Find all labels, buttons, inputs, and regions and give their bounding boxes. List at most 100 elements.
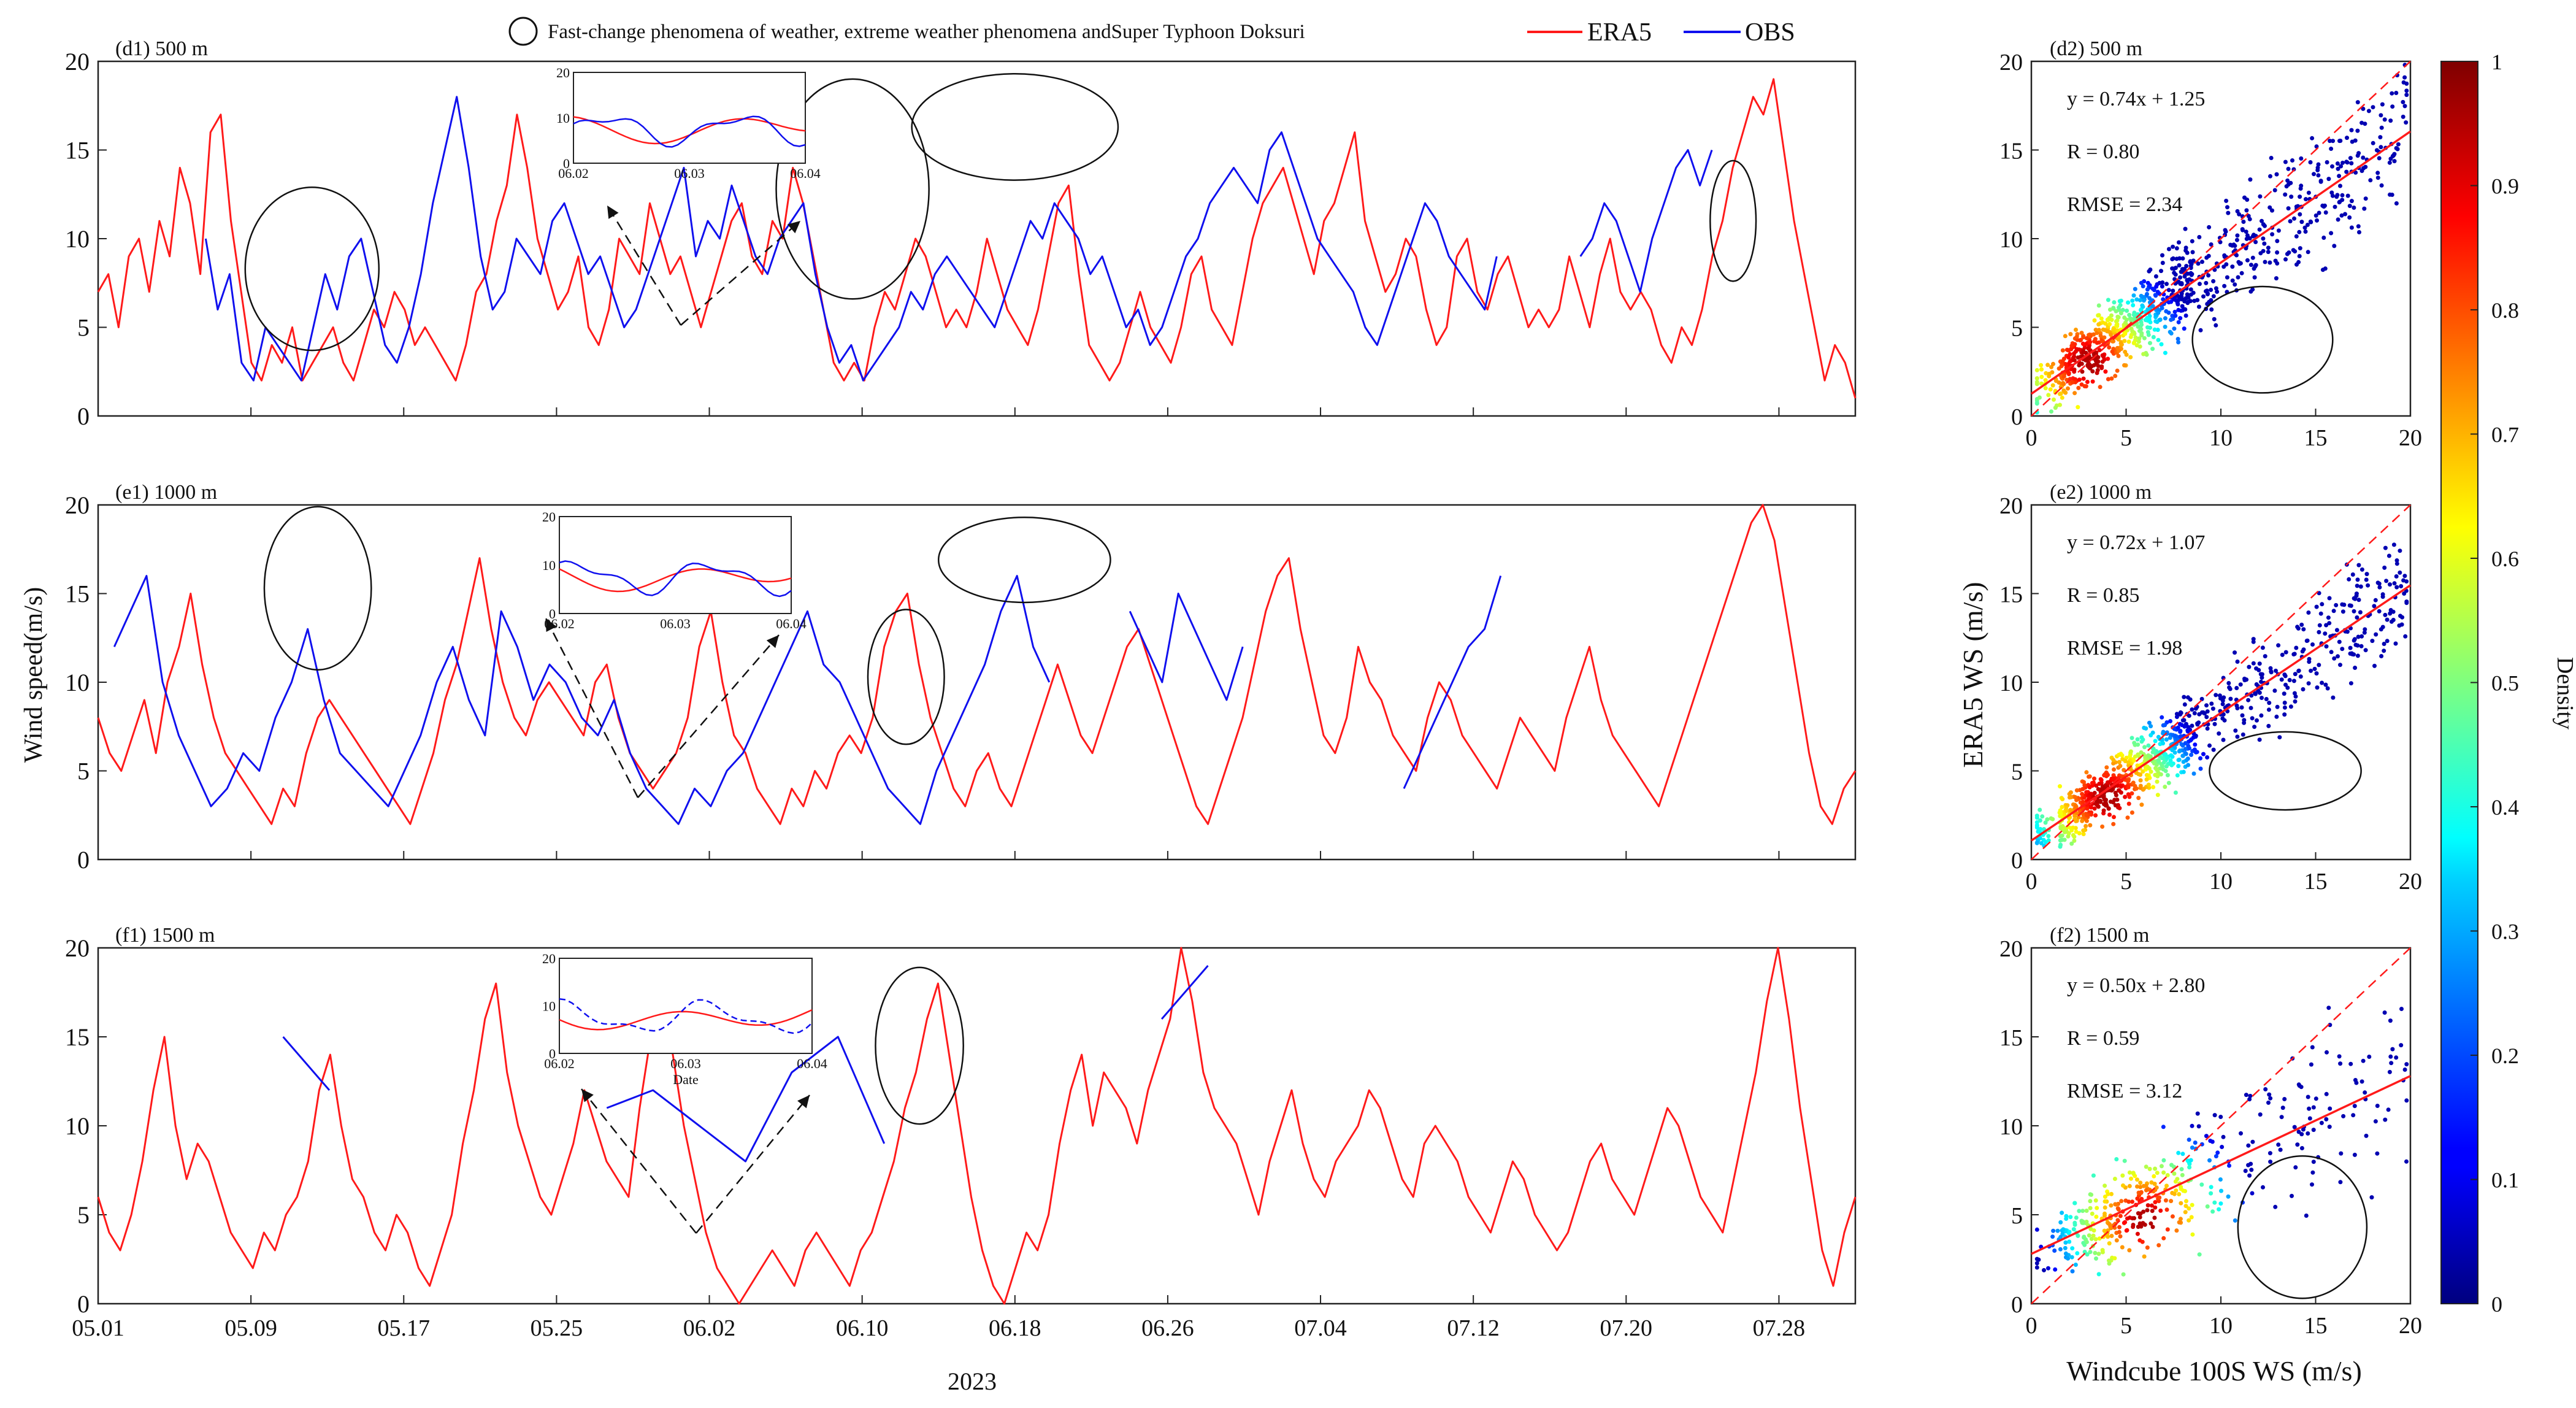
inset-x-tick-label: 06.04 (790, 166, 821, 181)
scatter-point (2394, 1055, 2399, 1060)
scatter-point (2052, 397, 2056, 402)
scatter-point (2131, 1171, 2136, 1175)
scatter-point (2106, 377, 2110, 382)
scatter-point (2276, 643, 2281, 648)
scatter-point (2060, 837, 2064, 842)
scatter-point (2268, 1160, 2273, 1164)
y-tick-label: 5 (2011, 316, 2023, 342)
scatter-point (2222, 283, 2227, 288)
scatter-point (2112, 300, 2117, 305)
scatter-point (2086, 346, 2091, 351)
scatter-point (2204, 1134, 2209, 1139)
scatter-point (2144, 1164, 2149, 1169)
scatter-point (2095, 1206, 2099, 1210)
x-tick-label: 06.10 (836, 1315, 889, 1341)
scatter-point (2088, 791, 2093, 796)
scatter-point (2278, 1147, 2283, 1152)
scatter-panel-f2: (f2) 1500 m 0 5 10 15 20 0 5 10 15 20 y = 0.50x + 2… (1999, 924, 2422, 1339)
scatter-point (2377, 156, 2382, 161)
scatter-point (2282, 1097, 2287, 1101)
scatter-point (2301, 627, 2306, 632)
scatter-point (2275, 704, 2280, 709)
scatter-point (2144, 772, 2149, 777)
scatter-point (2123, 1220, 2128, 1225)
scatter-point (2169, 317, 2174, 322)
scatter-point (2045, 817, 2050, 822)
scatter-point (2340, 647, 2345, 652)
scatter-point (2348, 651, 2353, 656)
scatter-point (2156, 758, 2161, 763)
panel-title: (d2) 500 m (2050, 37, 2142, 60)
scatter-point (2168, 329, 2172, 334)
scatter-point (2146, 766, 2151, 771)
scatter-point (2211, 279, 2216, 283)
scatter-point (2218, 1177, 2223, 1182)
scatter-point (2173, 272, 2178, 277)
y-tick-label: 10 (65, 1112, 90, 1140)
scatter-point (2178, 734, 2182, 739)
scatter-point (2399, 1007, 2404, 1011)
scatter-point (2093, 1237, 2098, 1242)
scatter-point (2159, 269, 2163, 274)
scatter-point (2212, 1113, 2217, 1118)
scatter-point (2233, 650, 2237, 655)
scatter-point (2072, 367, 2077, 372)
rmse-value: RMSE = 3.12 (2067, 1080, 2182, 1102)
scatter-point (2256, 667, 2261, 672)
correlation-value: R = 0.85 (2067, 584, 2139, 607)
scatter-point (2074, 349, 2078, 354)
panel-title: (f1) 1500 m (115, 924, 215, 947)
scatter-point (2404, 88, 2409, 93)
scatter-point (2247, 664, 2252, 669)
scatter-point (2345, 136, 2349, 140)
scatter-point (2190, 250, 2195, 255)
y-tick-label: 10 (1999, 1114, 2023, 1140)
inset-frame (573, 72, 806, 164)
scatter-point (2109, 1191, 2114, 1196)
scatter-point (2326, 615, 2331, 620)
scatter-point (2117, 348, 2122, 353)
scatter-point (2313, 1096, 2318, 1101)
scatter-point (2068, 1215, 2073, 1220)
scatter-point (2074, 829, 2079, 834)
scatter-point (2205, 726, 2210, 731)
scatter-point (2096, 1252, 2101, 1256)
scatter-point (2260, 696, 2264, 700)
scatter-point (2187, 1137, 2191, 1142)
inset-y-tick-label: 0 (549, 606, 556, 621)
scatter-point (2102, 1228, 2107, 1233)
scatter-point (2187, 1206, 2191, 1211)
y-tick-label: 5 (2011, 760, 2023, 785)
rmse-value: RMSE = 2.34 (2067, 193, 2182, 216)
scatter-point (2358, 610, 2363, 615)
scatter-point (2260, 218, 2264, 223)
scatter-point (2131, 758, 2136, 763)
scatter-point (2078, 338, 2082, 343)
scatter-point (2380, 102, 2385, 107)
scatter-point (2095, 371, 2099, 375)
scatter-point (2247, 236, 2252, 240)
scatter-point (2080, 1209, 2085, 1214)
scatter-point (2039, 363, 2044, 367)
scatter-point (2164, 309, 2169, 314)
scatter-point (2363, 1090, 2367, 1095)
scatter-point (2290, 158, 2294, 163)
scatter-point (2266, 723, 2271, 728)
scatter-point (2138, 783, 2143, 788)
scatter-point (2293, 672, 2298, 677)
scatter-point (2324, 623, 2329, 628)
scatter-point (2149, 1203, 2154, 1208)
scatter-point (2128, 754, 2133, 759)
scatter-point (2072, 342, 2077, 347)
scatter-point (2093, 337, 2098, 342)
scatter-point (2188, 738, 2193, 743)
scatter-point (2351, 1113, 2356, 1118)
scatter-point (2267, 1092, 2272, 1097)
y-tick-label: 0 (2011, 848, 2023, 874)
scatter-point (2293, 1165, 2298, 1170)
scatter-point (2115, 318, 2120, 323)
scatter-point (2383, 545, 2388, 550)
scatter-point (2125, 309, 2129, 313)
scatter-point (2307, 1106, 2312, 1111)
scatter-point (2149, 724, 2153, 729)
